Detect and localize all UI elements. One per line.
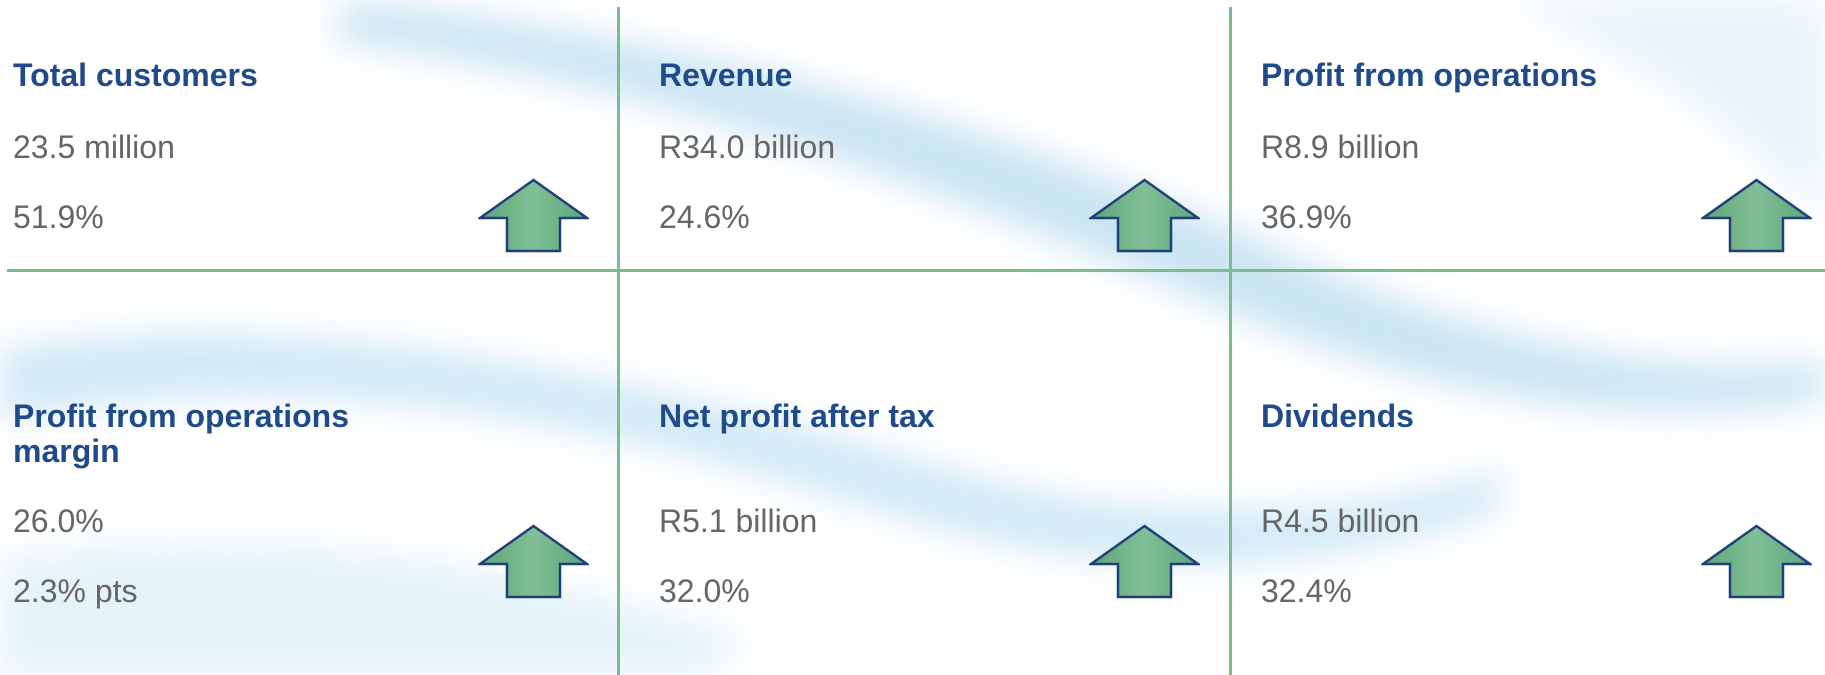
card-title: Profit from operations margin <box>13 398 350 469</box>
card-value: 23.5 million <box>13 129 175 165</box>
card-change: 32.0% <box>659 573 750 609</box>
up-arrow <box>478 524 589 599</box>
up-arrow <box>478 178 589 253</box>
card-value: 26.0% <box>13 503 104 539</box>
up-arrow <box>1701 524 1812 599</box>
up-arrow <box>1089 524 1200 599</box>
card-change: 36.9% <box>1261 199 1352 235</box>
card-value: R5.1 billion <box>659 503 818 539</box>
card-change: 32.4% <box>1261 573 1352 609</box>
up-arrow <box>1089 178 1200 253</box>
divider <box>7 269 1825 272</box>
card-change: 24.6% <box>659 199 750 235</box>
card-value: R8.9 billion <box>1261 129 1420 165</box>
card-title: Dividends <box>1261 398 1414 434</box>
up-arrow <box>1701 178 1812 253</box>
card-value: R4.5 billion <box>1261 503 1420 539</box>
card-change: 2.3% pts <box>13 573 138 609</box>
card-title: Revenue <box>659 57 793 93</box>
card-value: R34.0 billion <box>659 129 836 165</box>
card-change: 51.9% <box>13 199 104 235</box>
card-title: Total customers <box>13 57 258 93</box>
divider <box>1229 7 1232 675</box>
divider <box>617 7 620 675</box>
card-title: Profit from operations <box>1261 57 1598 93</box>
card-title: Net profit after tax <box>659 398 935 434</box>
